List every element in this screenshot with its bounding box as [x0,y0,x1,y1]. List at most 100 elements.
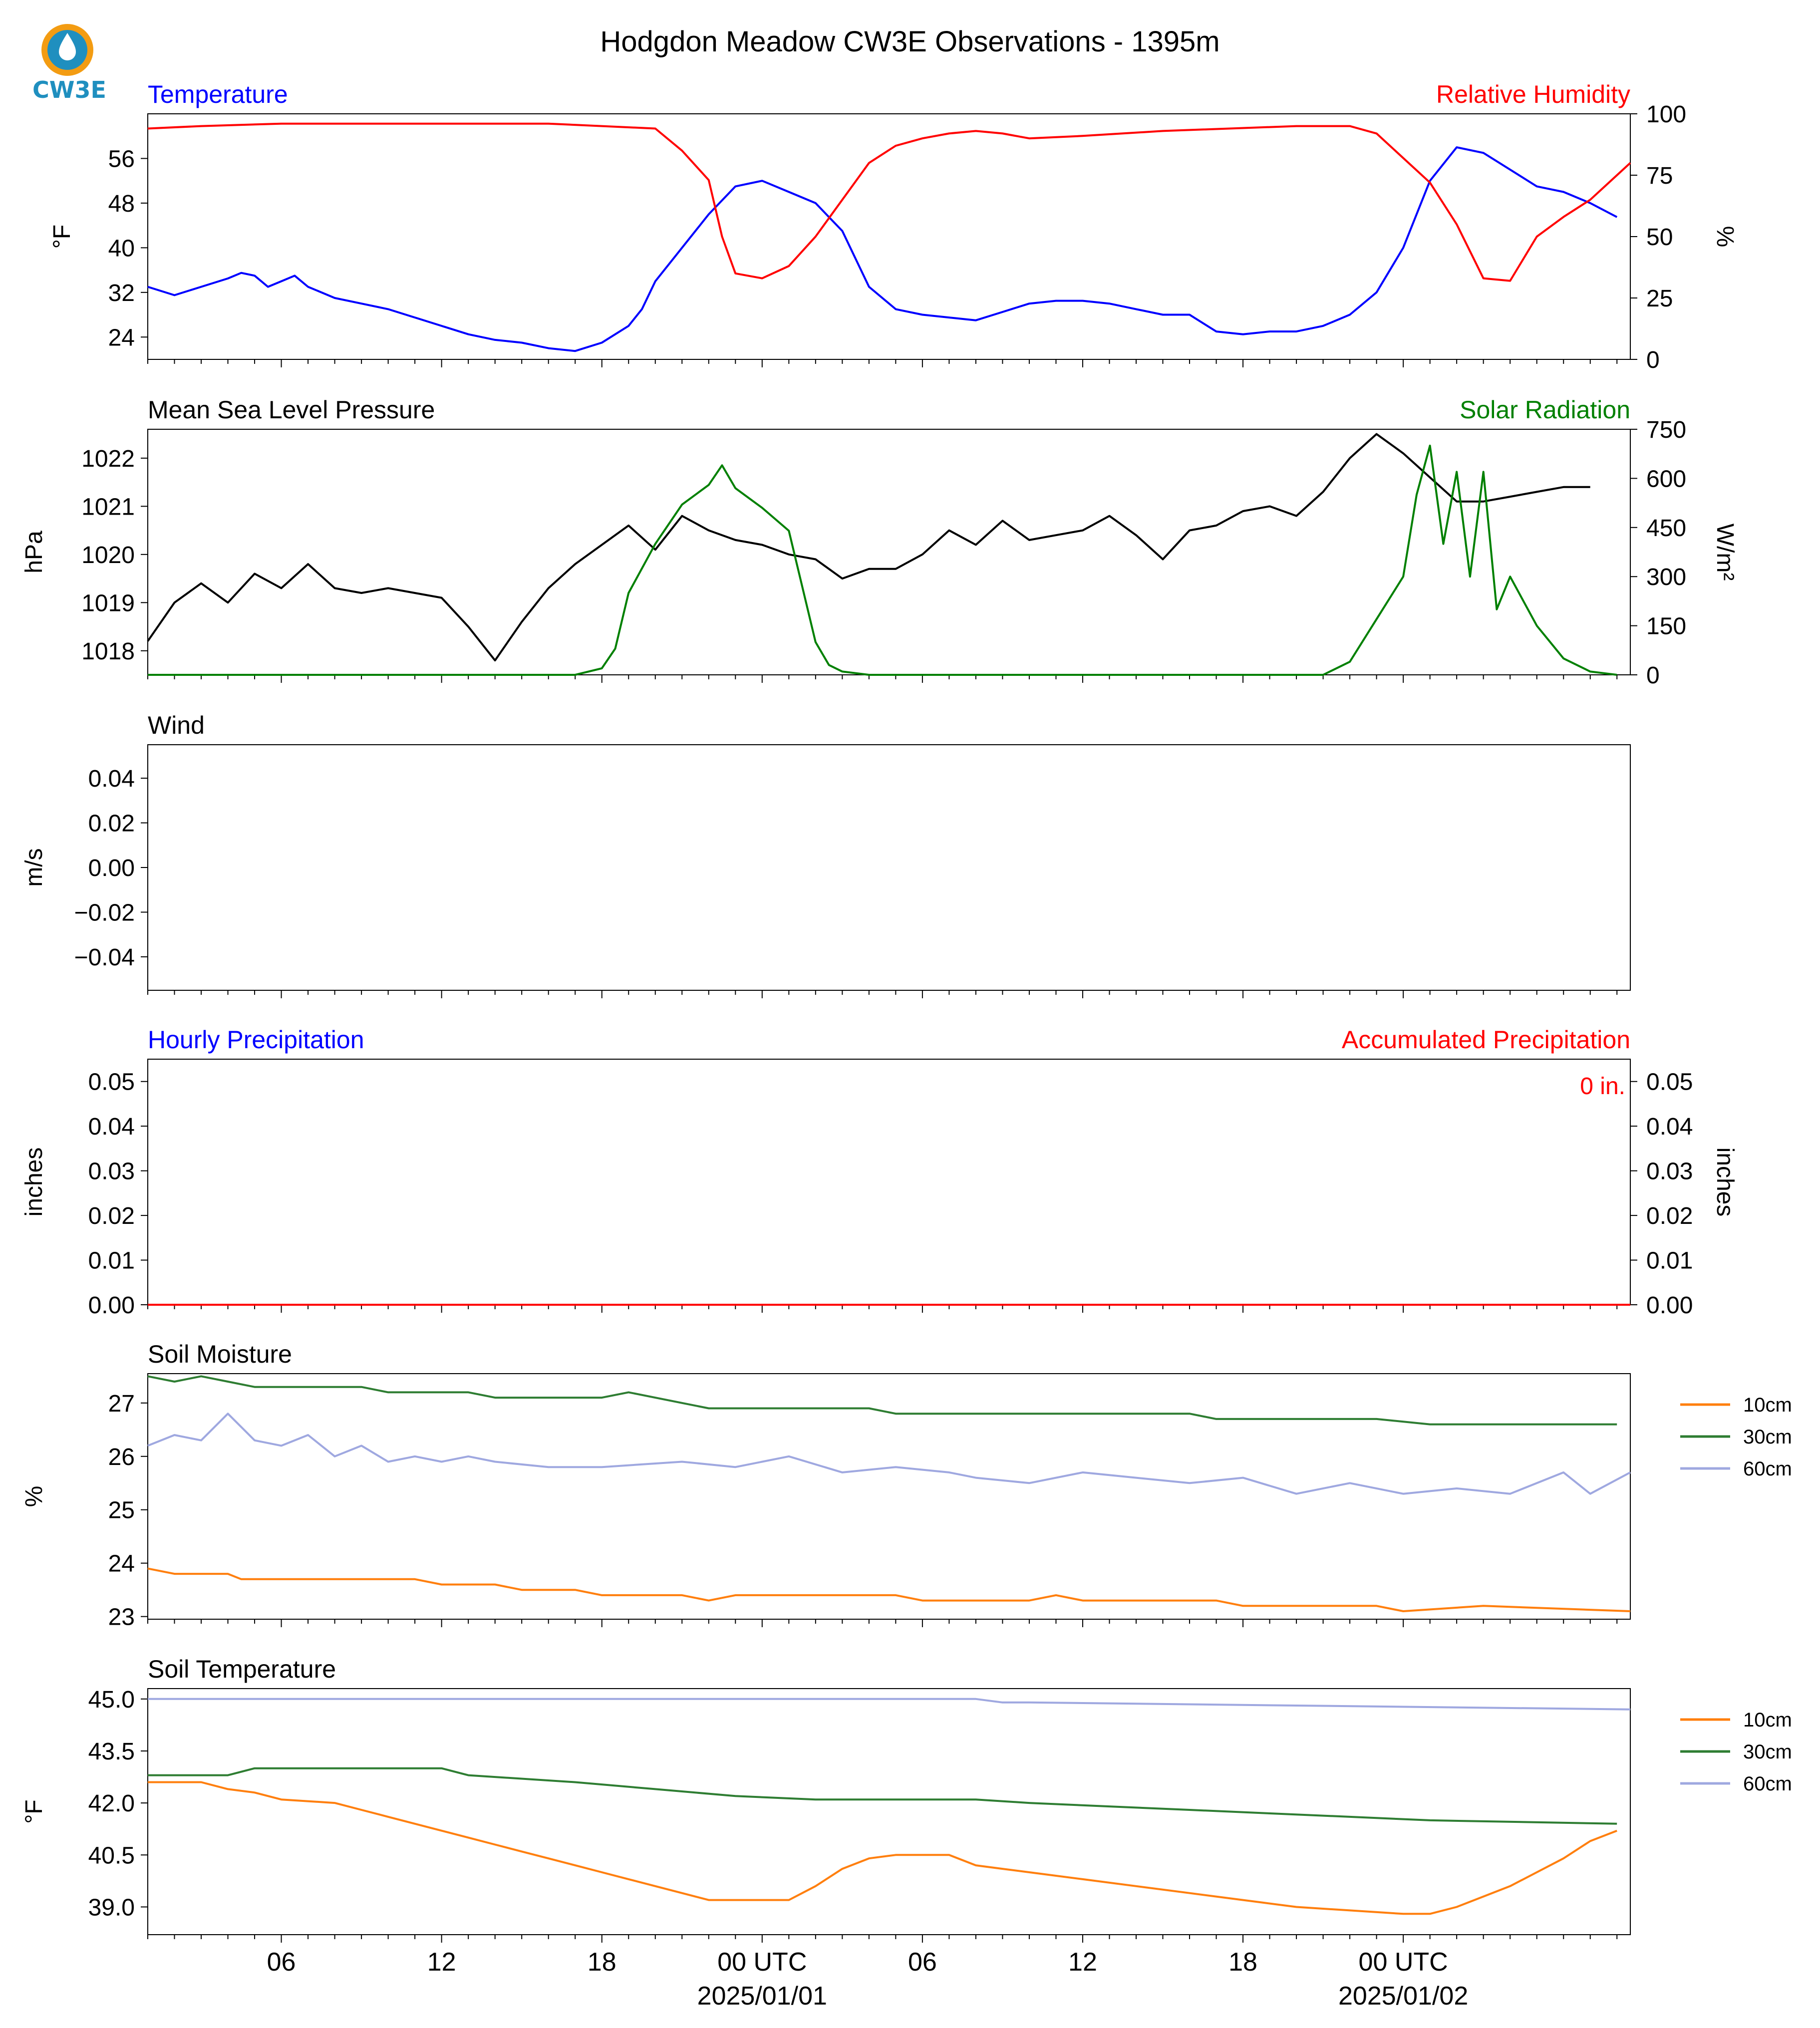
y-left-tick-label: 1019 [81,590,135,616]
y-right-tick-label: 0.03 [1646,1159,1693,1185]
y-right-tick-label: 150 [1646,613,1686,640]
panel-temperature-rh: 24 32 40 48 56 0 25 50 75 100 Temperature Relative … [49,80,1738,373]
y-right-axis-label: inches [1712,1148,1738,1217]
x-tick-label: 06 [267,1948,296,1977]
y-left-tick-label: 0.01 [88,1248,135,1274]
logo-text: CW3E [32,76,106,103]
plot-frame [147,1688,1631,1935]
y-right-tick-label: 0.00 [1646,1292,1693,1319]
series-line-30cm [148,1767,1617,1825]
legend-label: 60cm [1743,1773,1792,1795]
y-right-tick-label: 25 [1646,286,1673,312]
y-left-tick-label: 40.5 [88,1842,135,1869]
y-left-tick-label: 1020 [81,542,135,569]
y-left-tick-label: 0.00 [88,1292,135,1319]
y-left-axis-label: m/s [21,848,47,886]
x-axis-labels: 06 12 18 00 UTC 06 12 18 00 UTC 2025/01/01 2025/0… [267,1948,1469,2011]
x-tick-label: 18 [588,1948,616,1977]
y-left-tick-label: 0.04 [88,766,135,792]
y-right-tick-label: 0.01 [1646,1248,1693,1274]
y-left-tick-label: 0.02 [88,811,135,837]
y-left-tick-label: 27 [108,1391,135,1417]
y-left-tick-label: −0.04 [74,944,135,971]
y-right-tick-label: 0.05 [1646,1069,1693,1096]
series-line-relative-humidity [147,122,1631,282]
series-line-mean-sea-level-pressure [147,433,1590,662]
y-left-tick-label: 56 [108,146,135,172]
plot-frame [147,1373,1631,1620]
panel-wind: −0.04 −0.02 0.00 0.02 0.04 Wind m/s [21,711,1631,998]
y-left-tick-label: 0.05 [88,1069,135,1096]
y-left-tick-label: 48 [108,191,135,217]
y-left-tick-label: −0.02 [74,899,135,926]
legend-label: 30cm [1743,1741,1792,1763]
panel-soil-moisture: 23 24 25 26 27 Soil Moisture% 10cm 30cm 60cm [21,1340,1792,1631]
y-right-axis-label: % [1712,226,1738,248]
series-line-10cm [147,1567,1631,1612]
panel-left-title: Temperature [148,80,288,108]
y-left-tick-label: 40 [108,235,135,262]
y-left-tick-label: 39.0 [88,1894,135,1921]
y-left-tick-label: 1018 [81,638,135,665]
y-right-axis-label: W/m² [1712,524,1738,581]
y-left-tick-label: 1022 [81,446,135,472]
panel-right-title: Solar Radiation [1460,396,1630,424]
legend-label: 30cm [1743,1426,1792,1448]
y-left-axis-label: hPa [21,531,47,574]
x-tick-label: 06 [908,1948,937,1977]
x-tick-label: 12 [1068,1948,1097,1977]
x-date-label: 2025/01/02 [1338,1982,1468,2011]
y-left-tick-label: 0.02 [88,1203,135,1229]
y-left-tick-label: 24 [108,1551,135,1577]
y-right-tick-label: 0.02 [1646,1203,1693,1229]
y-left-tick-label: 23 [108,1604,135,1631]
panel-pressure-solar: 1018 1019 1020 1021 1022 0 150 300 450 600 750 Mean… [21,396,1738,689]
x-tick-label: 12 [427,1948,456,1977]
y-right-tick-label: 0 [1646,662,1660,689]
y-left-tick-label: 32 [108,280,135,306]
series-line-10cm [148,1781,1617,1915]
series-line-60cm [148,1698,1631,1711]
legend-label: 10cm [1743,1394,1792,1416]
y-left-tick-label: 43.5 [88,1738,135,1765]
panel-left-title: Wind [148,711,205,739]
y-right-tick-label: 50 [1646,224,1673,251]
y-right-tick-label: 0.04 [1646,1114,1693,1140]
x-tick-label: 18 [1228,1948,1257,1977]
panel-precipitation: 0.00 0.01 0.02 0.03 0.04 0.05 0.00 0.01 0.02 0.03… [21,1026,1738,1319]
panel-left-title: Hourly Precipitation [148,1026,364,1054]
y-left-axis-label: °F [21,1799,47,1824]
legend-label: 10cm [1743,1709,1792,1731]
panel-right-title: Relative Humidity [1436,80,1630,108]
cw3e-logo: CW3E [32,24,106,103]
y-right-tick-label: 100 [1646,101,1686,128]
series-line-30cm [147,1375,1617,1426]
y-left-axis-label: % [21,1486,47,1507]
y-left-tick-label: 0.00 [88,855,135,881]
water-drop-icon [59,33,76,60]
y-right-tick-label: 600 [1646,466,1686,492]
plot-frame [147,744,1631,991]
y-left-axis-label: inches [21,1148,47,1217]
y-left-tick-label: 26 [108,1444,135,1470]
y-left-tick-label: 25 [108,1497,135,1524]
panel-right-title: Accumulated Precipitation [1342,1026,1630,1054]
series-line-temperature [147,146,1618,352]
y-right-tick-label: 300 [1646,564,1686,590]
panel-left-title: Mean Sea Level Pressure [148,396,435,424]
panel-left-title: Soil Moisture [148,1340,292,1368]
y-left-tick-label: 0.03 [88,1159,135,1185]
x-tick-label: 00 UTC [717,1948,807,1977]
y-right-tick-label: 450 [1646,515,1686,542]
y-left-tick-label: 24 [108,324,135,351]
x-tick-label: 00 UTC [1359,1948,1448,1977]
precip-total-annotation: 0 in. [1580,1073,1625,1100]
series-line-solar-radiation [148,444,1617,676]
figure-title: Hodgdon Meadow CW3E Observations - 1395m [600,25,1219,58]
y-left-tick-label: 0.04 [88,1114,135,1140]
y-right-tick-label: 75 [1646,163,1673,189]
series-line-60cm [147,1413,1631,1495]
y-right-tick-label: 750 [1646,417,1686,443]
panel-left-title: Soil Temperature [148,1655,336,1683]
